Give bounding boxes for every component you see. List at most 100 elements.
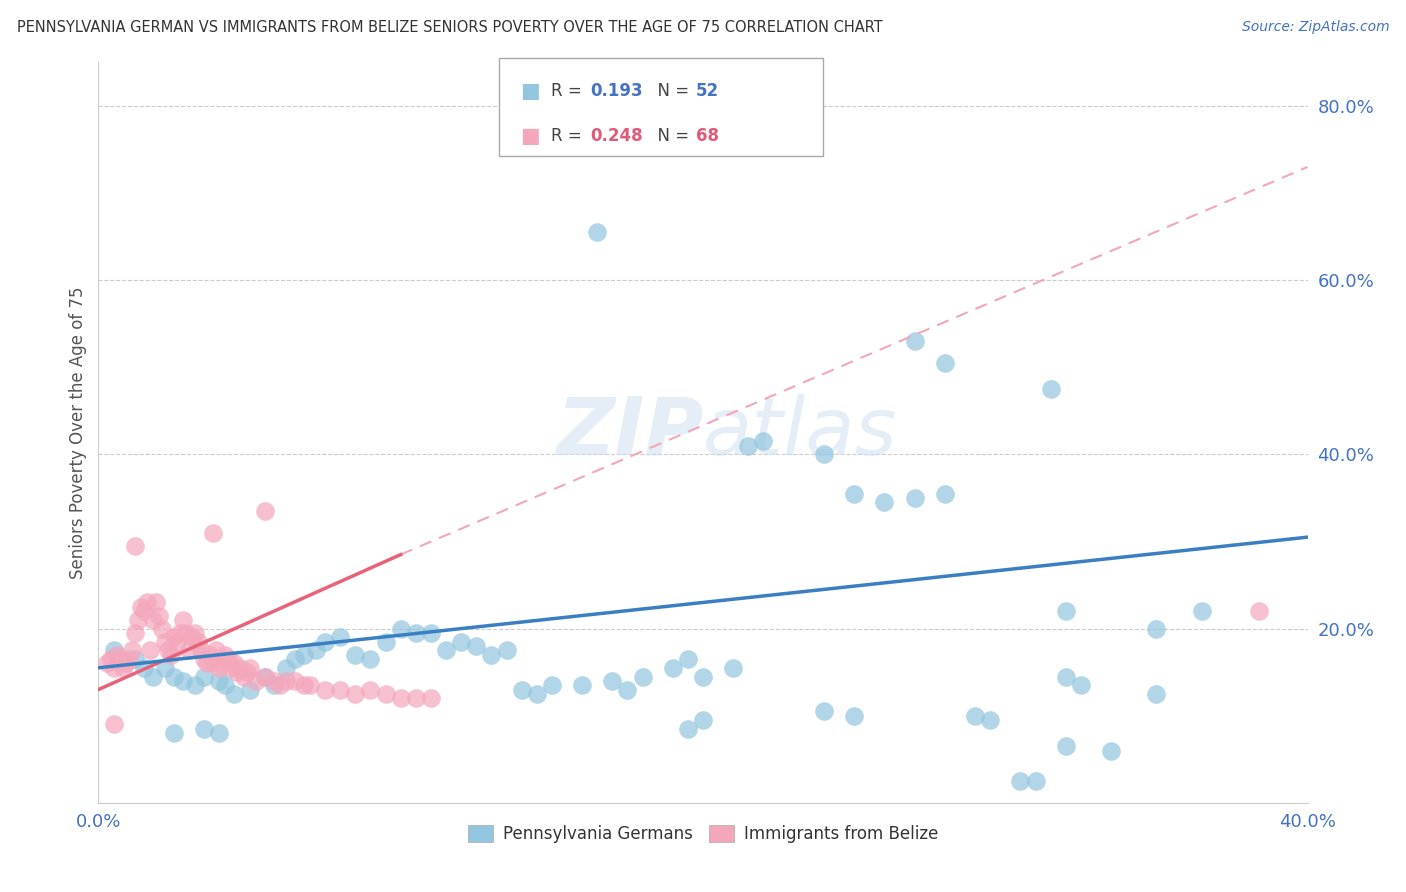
Point	[245, 673, 267, 688]
Point	[481, 648, 503, 662]
Point	[305, 643, 328, 657]
Point	[263, 673, 285, 688]
Point	[314, 634, 336, 648]
Point	[103, 717, 125, 731]
Text: 68: 68	[696, 127, 718, 145]
Point	[105, 648, 128, 662]
Point	[1144, 622, 1167, 636]
Point	[179, 643, 201, 657]
Point	[200, 648, 222, 662]
Point	[169, 626, 191, 640]
Point	[329, 630, 352, 644]
Point	[103, 643, 125, 657]
Point	[142, 613, 165, 627]
Text: ■: ■	[520, 126, 540, 145]
Point	[1191, 604, 1213, 618]
Point	[844, 486, 866, 500]
Text: 0.193: 0.193	[591, 82, 643, 100]
Point	[163, 669, 186, 683]
Point	[208, 726, 231, 740]
Point	[631, 669, 654, 683]
Point	[813, 447, 835, 461]
Point	[145, 595, 167, 609]
Point	[510, 682, 533, 697]
Point	[616, 682, 638, 697]
Point	[181, 630, 204, 644]
Point	[153, 634, 176, 648]
Point	[193, 722, 215, 736]
Point	[284, 652, 307, 666]
Point	[1024, 774, 1046, 789]
Point	[214, 648, 236, 662]
Point	[274, 661, 297, 675]
Point	[190, 643, 212, 657]
Point	[184, 678, 207, 692]
Point	[873, 495, 896, 509]
Point	[344, 687, 367, 701]
Point	[540, 678, 562, 692]
Point	[221, 661, 243, 675]
Point	[111, 661, 134, 675]
Text: 0.248: 0.248	[591, 127, 643, 145]
Point	[253, 504, 276, 518]
Point	[211, 657, 233, 671]
Point	[723, 661, 745, 675]
Point	[224, 657, 246, 671]
Point	[274, 673, 297, 688]
Legend: Pennsylvania Germans, Immigrants from Belize: Pennsylvania Germans, Immigrants from Be…	[461, 819, 945, 850]
Point	[661, 661, 683, 675]
Point	[1054, 739, 1077, 754]
Point	[253, 669, 276, 683]
Point	[571, 678, 593, 692]
Point	[208, 673, 231, 688]
Point	[1039, 382, 1062, 396]
Point	[602, 673, 624, 688]
Point	[127, 613, 149, 627]
Point	[389, 691, 412, 706]
Point	[195, 657, 218, 671]
Point	[121, 643, 143, 657]
Point	[239, 682, 262, 697]
Point	[314, 682, 336, 697]
Point	[495, 643, 517, 657]
Point	[150, 622, 173, 636]
Point	[160, 648, 183, 662]
Point	[202, 657, 225, 671]
Point	[374, 687, 396, 701]
Point	[692, 713, 714, 727]
Point	[132, 604, 155, 618]
Text: atlas: atlas	[703, 393, 898, 472]
Point	[124, 626, 146, 640]
Point	[374, 634, 396, 648]
Point	[813, 704, 835, 718]
Point	[156, 643, 179, 657]
Point	[226, 665, 249, 680]
Point	[132, 661, 155, 675]
Point	[269, 678, 291, 692]
Point	[360, 682, 382, 697]
Point	[676, 722, 699, 736]
Point	[329, 682, 352, 697]
Point	[235, 665, 257, 680]
Point	[979, 713, 1001, 727]
Point	[205, 643, 228, 657]
Point	[172, 613, 194, 627]
Point	[103, 661, 125, 675]
Point	[676, 652, 699, 666]
Point	[934, 486, 956, 500]
Point	[405, 691, 427, 706]
Point	[239, 661, 262, 675]
Point	[163, 726, 186, 740]
Point	[229, 661, 252, 675]
Point	[389, 622, 412, 636]
Point	[184, 626, 207, 640]
Point	[163, 630, 186, 644]
Point	[586, 225, 609, 239]
Point	[1010, 774, 1032, 789]
Point	[96, 657, 118, 671]
Text: R =: R =	[551, 82, 588, 100]
Point	[420, 626, 443, 640]
Point	[139, 643, 162, 657]
Point	[737, 439, 759, 453]
Point	[187, 634, 209, 648]
